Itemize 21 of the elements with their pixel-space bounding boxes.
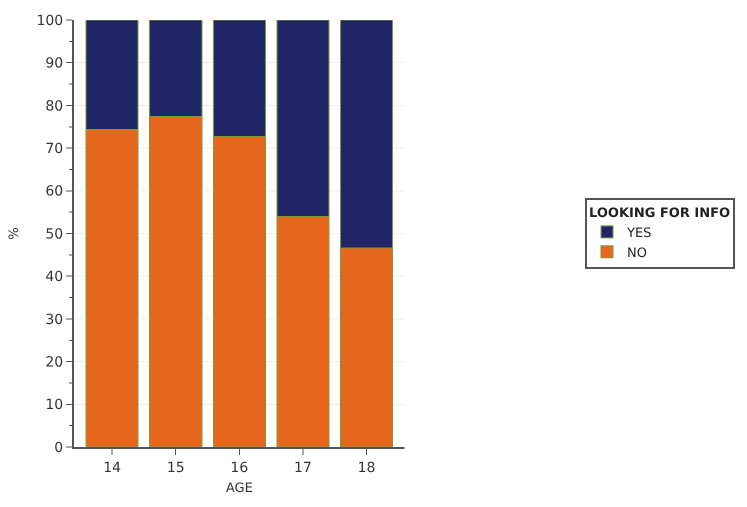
x-tick-label: 16 — [230, 460, 248, 476]
y-tick-label: 70 — [45, 141, 64, 157]
legend-label: NO — [627, 246, 647, 261]
x-tick-label: 15 — [166, 460, 185, 476]
legend-title: LOOKING FOR INFO — [589, 206, 730, 221]
x-tick-label: 18 — [358, 460, 376, 476]
y-tick-label: 90 — [45, 56, 64, 72]
y-tick-label: 100 — [36, 12, 64, 29]
y-tick-label: 0 — [54, 440, 64, 456]
y-axis-title: % — [6, 227, 22, 240]
legend-label: YES — [626, 226, 652, 241]
x-axis-title: AGE — [226, 480, 253, 496]
y-tick-label: 20 — [45, 354, 64, 370]
y-tick-label: 10 — [45, 397, 64, 414]
y-tick-label: 80 — [45, 98, 64, 114]
y-tick-label: 50 — [45, 226, 64, 242]
y-tick-label: 60 — [45, 184, 64, 200]
x-tick-label: 14 — [103, 460, 122, 476]
x-tick-label: 17 — [294, 460, 312, 476]
y-tick-label: 30 — [45, 312, 64, 328]
y-tick-label: 40 — [45, 269, 64, 286]
